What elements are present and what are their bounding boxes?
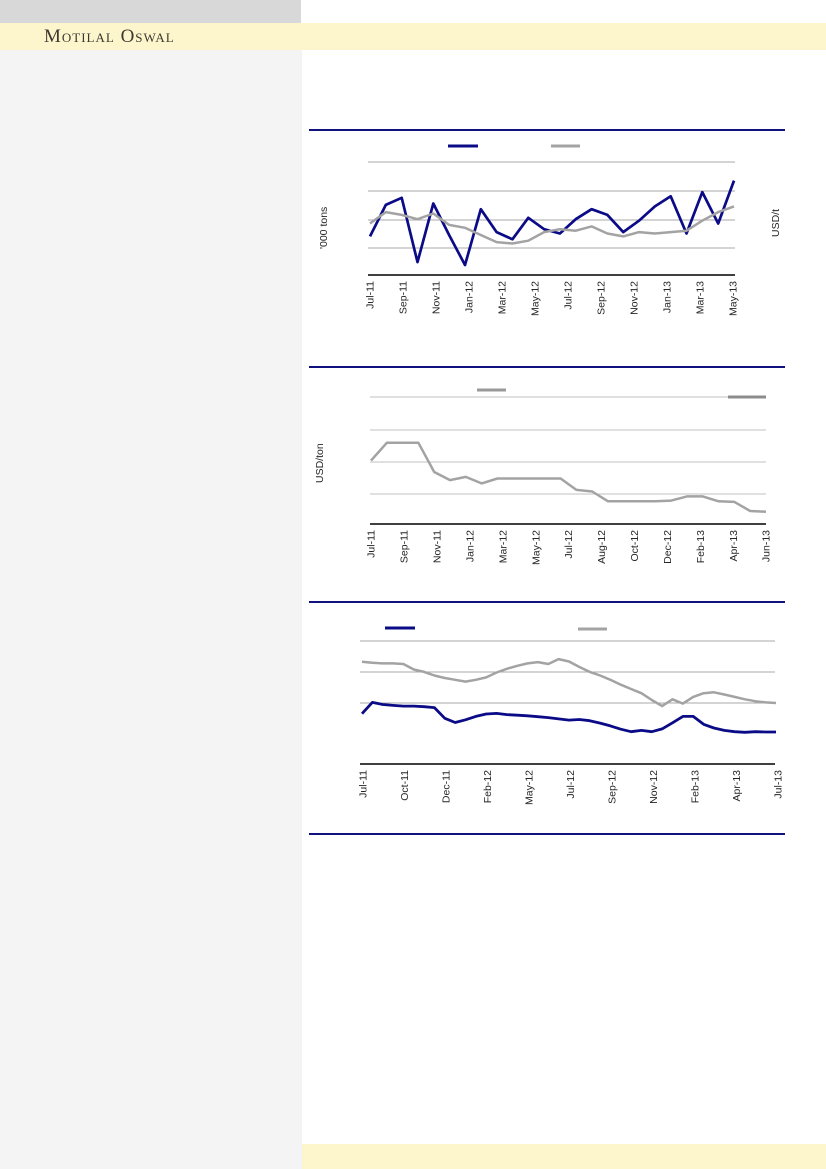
svg-text:Sep-11: Sep-11 [399, 530, 411, 563]
svg-text:Apr-13: Apr-13 [728, 530, 740, 562]
header-brand-band: Motilal Oswal [0, 23, 826, 50]
section-divider-3 [309, 601, 785, 603]
chart-2-y-axis-label-left: USD/ton [314, 443, 326, 483]
chart-1-y-axis-label-left: '000 tons [318, 206, 330, 250]
svg-text:Jul-12: Jul-12 [565, 770, 577, 799]
brand-logo-text: Motilal Oswal [44, 26, 175, 47]
svg-text:Dec-12: Dec-12 [662, 530, 674, 564]
svg-text:Oct-12: Oct-12 [629, 530, 641, 562]
svg-text:Jul-11: Jul-11 [365, 281, 377, 309]
svg-text:Mar-13: Mar-13 [695, 281, 707, 314]
svg-text:Jul-13: Jul-13 [773, 770, 785, 799]
chart-1-y-axis-label-right: USD/t [770, 209, 782, 238]
svg-text:Nov-11: Nov-11 [431, 530, 443, 563]
section-divider-2 [309, 366, 785, 368]
svg-text:May-12: May-12 [524, 770, 536, 805]
svg-text:Mar-12: Mar-12 [497, 281, 509, 314]
svg-text:Jul-12: Jul-12 [563, 530, 575, 559]
section-divider-4 [309, 833, 785, 835]
svg-text:Sep-12: Sep-12 [596, 281, 608, 315]
svg-text:May-12: May-12 [530, 530, 542, 565]
svg-text:Jan-12: Jan-12 [464, 530, 476, 562]
line-chart-1: Jul-11 Sep-11 Nov-11 Jan-12 Mar-12 May-12 Jul-… [365, 144, 740, 316]
section-divider-1 [309, 129, 785, 131]
svg-text:Mar-12: Mar-12 [497, 530, 509, 563]
svg-text:May-12: May-12 [530, 281, 542, 316]
footer-band [302, 1144, 826, 1169]
svg-text:Dec-11: Dec-11 [441, 770, 453, 803]
line-chart-3: Jul-11 Oct-11 Dec-11 Feb-12 May-12 Jul-12 Sep-… [358, 626, 785, 805]
svg-text:Nov-12: Nov-12 [629, 281, 641, 315]
svg-text:Jul-12: Jul-12 [563, 281, 575, 310]
svg-text:Jan-13: Jan-13 [662, 281, 674, 313]
line-chart-2: Jul-11 Sep-11 Nov-11 Jan-12 Mar-12 May-12 Jul-… [366, 388, 773, 565]
svg-text:Nov-11: Nov-11 [431, 281, 443, 314]
svg-text:May-13: May-13 [728, 281, 740, 316]
svg-text:Jan-12: Jan-12 [464, 281, 476, 313]
svg-text:Jul-11: Jul-11 [358, 770, 370, 798]
svg-text:Apr-13: Apr-13 [731, 770, 743, 802]
left-sidebar-placeholder [0, 50, 302, 1169]
svg-text:Nov-12: Nov-12 [648, 770, 660, 804]
top-gray-bar [0, 0, 301, 23]
svg-text:Feb-13: Feb-13 [690, 770, 702, 803]
svg-text:Feb-12: Feb-12 [482, 770, 494, 803]
svg-text:Oct-11: Oct-11 [399, 770, 411, 801]
svg-text:Jul-11: Jul-11 [366, 530, 378, 558]
svg-text:Feb-13: Feb-13 [695, 530, 707, 563]
svg-text:Aug-12: Aug-12 [596, 530, 608, 564]
svg-text:Sep-12: Sep-12 [607, 770, 619, 804]
svg-text:Jun-13: Jun-13 [761, 530, 773, 562]
svg-text:Sep-11: Sep-11 [398, 281, 410, 314]
